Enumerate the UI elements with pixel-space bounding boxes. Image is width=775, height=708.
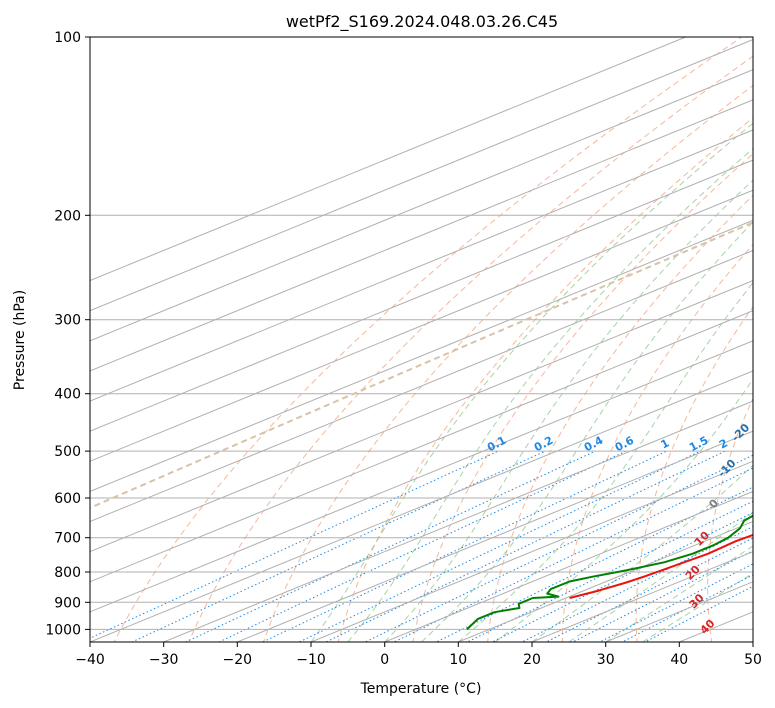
x-tick-label: −40 [75,652,105,668]
x-tick-label: 30 [597,652,615,668]
isotherm-gridline [90,189,753,462]
x-tick-label: −30 [149,652,179,668]
x-axis: −40 −30 −20 −10 0 10 20 30 40 50 [75,642,762,668]
y-tick-label: 300 [54,313,81,329]
isotherm-label: -30 [749,383,772,406]
isotherm-gridline [90,99,753,372]
profile-series [466,514,753,631]
isotherm-gridline [163,400,753,642]
y-tick-label: 600 [54,491,81,507]
x-axis-title: Temperature (°C) [360,681,482,697]
plot-area: 0.10.20.40.611.52346810131620253036-100-… [90,37,772,642]
y-tick-label: 400 [54,387,81,403]
y-tick-label: 500 [54,444,81,460]
chart-title: wetPf2_S169.2024.048.03.26.C45 [286,12,558,32]
x-tick-label: 50 [744,652,762,668]
x-tick-label: 20 [523,652,541,668]
moist-adiabat-line [384,179,753,642]
dry-adiabat-line [707,397,753,642]
isotherm-gridline [90,370,753,642]
isotherm-gridline [90,340,753,613]
dry-adiabat-line [561,243,753,642]
x-tick-label: 10 [449,652,467,668]
moist-adiabat-line [347,148,753,642]
x-tick-label: 0 [380,652,389,668]
isotherm-gridline [90,69,753,342]
moist-adiabat-line [494,378,753,642]
isotherm-gridline [384,490,753,642]
isotherm-gridlines [90,37,753,642]
dry-adiabat-line [188,55,753,642]
temperature-profile-line [569,533,753,599]
isotherm-gridline [90,279,753,553]
moist-adiabat-line [457,281,753,642]
isotherm-gridline [458,520,753,642]
y-tick-label: 200 [54,208,81,224]
y-axis-title: Pressure (hPa) [12,290,28,390]
y-axis: 1000 900 800 700 600 500 400 300 200 100 [45,30,90,638]
isotherm-gridline [90,249,753,523]
plot-frame [89,36,754,643]
y-tick-label: 900 [54,595,81,611]
isotherm-gridline [237,430,753,642]
y-tick-label: 700 [54,531,81,547]
x-tick-label: 40 [670,652,688,668]
x-tick-label: −10 [296,652,326,668]
y-tick-label: 800 [54,565,81,581]
isotherm-gridline [90,159,753,432]
isotherm-gridline [310,460,753,642]
isotherm-gridline [90,310,753,583]
dry-adiabat-line [635,305,753,642]
dewpoint-profile-line [466,514,753,631]
isotherm-gridline [90,39,753,312]
isotherm-gridline [90,219,753,492]
y-tick-label: 1000 [45,622,81,638]
isotherm-gridline [90,129,753,402]
moist-adiabat-line [531,464,753,642]
x-tick-label: −20 [223,652,253,668]
isotherm-gridline [90,37,686,282]
y-tick-label: 100 [54,30,81,46]
pressure-gridlines [90,37,753,630]
moist-adiabat-line [421,221,753,642]
dry-adiabat-line [337,117,753,642]
